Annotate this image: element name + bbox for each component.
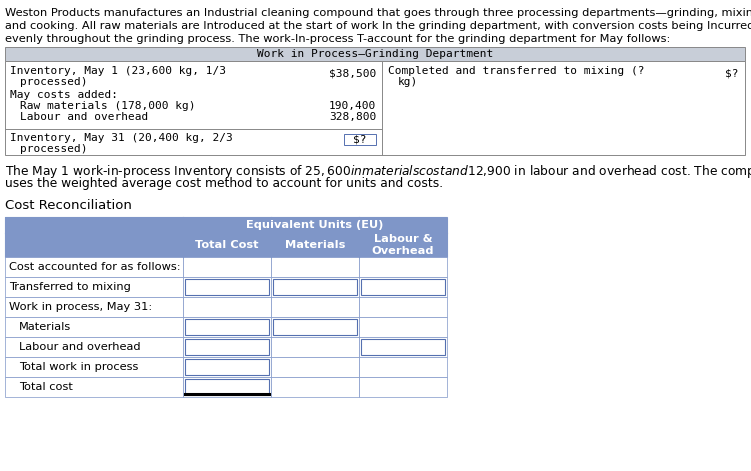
Bar [359,377,447,397]
Bar [5,317,183,337]
Text: 190,400: 190,400 [329,101,376,111]
Text: Materials: Materials [285,240,345,250]
Bar [183,317,271,337]
Bar [183,377,271,397]
Text: The May 1 work-in-process Inventory consists of $25,600 in materials cost and $1: The May 1 work-in-process Inventory cons… [5,163,751,180]
Text: Completed and transferred to mixing (?: Completed and transferred to mixing (? [388,66,644,76]
Text: Work in Process–Grinding Department: Work in Process–Grinding Department [257,49,493,59]
Text: $38,500: $38,500 [329,69,376,79]
Bar [271,357,359,377]
Bar [361,279,445,295]
Text: Weston Products manufactures an Industrial cleaning compound that goes through t: Weston Products manufactures an Industri… [5,8,751,18]
Bar [273,319,357,335]
Text: processed): processed) [20,77,88,87]
Text: May costs added:: May costs added: [10,90,118,100]
Bar [359,233,447,257]
Bar [271,317,359,337]
Text: Inventory, May 1 (23,600 kg, 1/3: Inventory, May 1 (23,600 kg, 1/3 [10,66,226,76]
Bar [183,257,271,277]
Text: Labour and overhead: Labour and overhead [19,342,140,352]
Text: 328,800: 328,800 [329,112,376,122]
Bar [271,233,359,257]
Bar [185,379,269,395]
Bar [185,339,269,355]
Text: Total cost: Total cost [19,382,73,392]
Bar [273,279,357,295]
Text: Equivalent Units (EU): Equivalent Units (EU) [246,220,384,230]
Bar [5,297,183,317]
Bar [185,319,269,335]
Bar [359,337,447,357]
Bar [5,337,183,357]
Bar [183,217,447,233]
Bar [344,134,376,145]
Bar [359,297,447,317]
Text: Total Cost: Total Cost [195,240,259,250]
Bar [359,277,447,297]
Bar [185,359,269,375]
Text: processed): processed) [20,144,88,154]
Bar [5,217,183,233]
Bar [359,317,447,337]
Text: Cost accounted for as follows:: Cost accounted for as follows: [9,262,181,272]
Bar [5,357,183,377]
Text: uses the weighted average cost method to account for units and costs.: uses the weighted average cost method to… [5,177,443,190]
Text: $?: $? [725,69,739,79]
Bar [183,357,271,377]
Text: evenly throughout the grinding process. The work-In-process T-account for the gr: evenly throughout the grinding process. … [5,34,671,44]
Bar [271,277,359,297]
Bar [183,277,271,297]
Text: $?: $? [353,135,366,145]
Bar [5,47,745,61]
Bar [5,61,745,155]
Bar [5,257,183,277]
Bar [5,217,447,257]
Text: Transferred to mixing: Transferred to mixing [9,282,131,292]
Bar [183,337,271,357]
Text: kg): kg) [398,77,418,87]
Text: Work in process, May 31:: Work in process, May 31: [9,302,152,312]
Bar [359,257,447,277]
Bar [183,233,271,257]
Text: Cost Reconciliation: Cost Reconciliation [5,199,132,212]
Text: Raw materials (178,000 kg): Raw materials (178,000 kg) [20,101,195,111]
Bar [183,297,271,317]
Bar [5,277,183,297]
Bar [359,357,447,377]
Bar [5,377,183,397]
Bar [361,339,445,355]
Bar [5,233,183,257]
Text: and cooking. All raw materials are Introduced at the start of work In the grindi: and cooking. All raw materials are Intro… [5,21,751,31]
Bar [185,279,269,295]
Bar [271,297,359,317]
Bar [271,337,359,357]
Bar [271,257,359,277]
Text: Total work in process: Total work in process [19,362,138,372]
Text: Inventory, May 31 (20,400 kg, 2/3: Inventory, May 31 (20,400 kg, 2/3 [10,133,233,143]
Text: Labour &
Overhead: Labour & Overhead [372,234,434,256]
Bar [271,377,359,397]
Text: Labour and overhead: Labour and overhead [20,112,148,122]
Text: Materials: Materials [19,322,71,332]
